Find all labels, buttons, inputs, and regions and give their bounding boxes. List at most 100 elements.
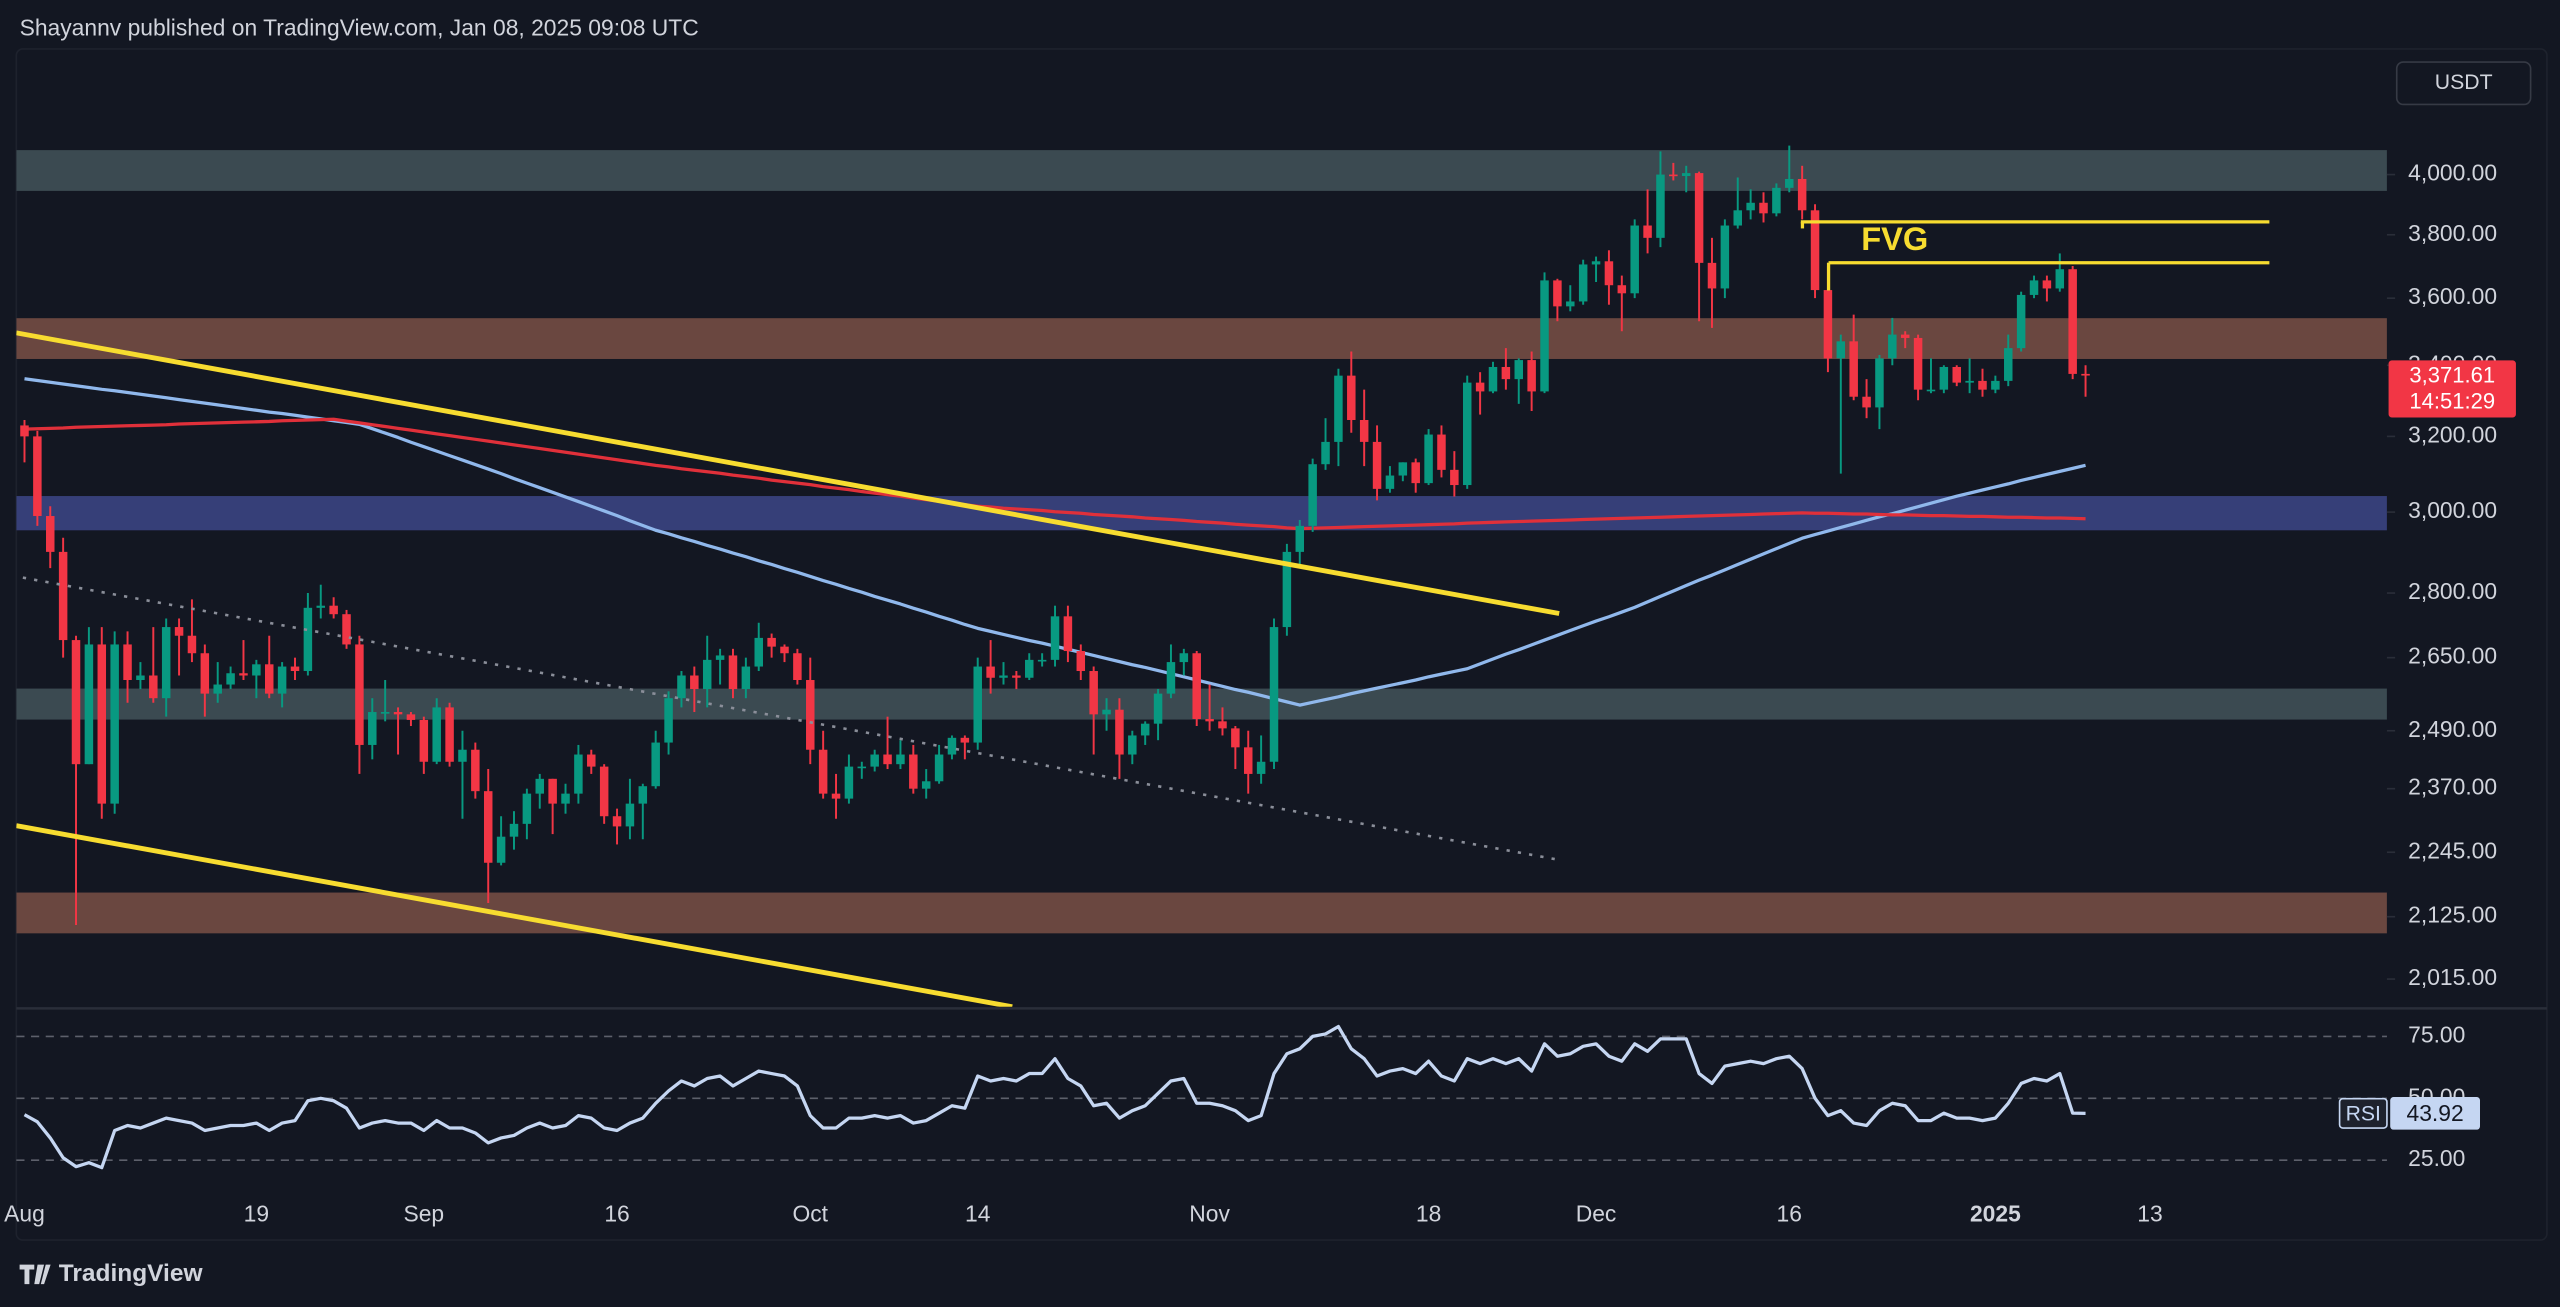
x-tick-label: 2025	[1970, 1201, 2021, 1227]
candle-body	[110, 644, 119, 804]
candle-body	[329, 605, 338, 615]
candle-body	[355, 644, 364, 745]
candle-body	[97, 644, 107, 804]
candle-body	[342, 614, 351, 645]
candle-body	[1810, 210, 1820, 291]
candle-body	[625, 803, 635, 827]
candle-body	[1759, 202, 1768, 214]
candle-body	[1488, 366, 1498, 392]
candle-body	[587, 754, 596, 767]
candle-body	[161, 627, 171, 699]
currency-box	[2395, 61, 2532, 106]
candle-body	[471, 749, 480, 792]
candle-body	[303, 607, 313, 672]
candle-body	[947, 737, 957, 755]
trendline	[16, 823, 1013, 1007]
y-tick-label: 2,015.00	[2408, 964, 2497, 990]
candle-body	[1952, 366, 1961, 383]
candle-body	[883, 754, 892, 765]
x-tick-label: 16	[1777, 1201, 1802, 1227]
candle-body	[432, 707, 441, 762]
candle-body	[483, 791, 493, 863]
x-tick-label: 14	[965, 1201, 991, 1227]
annotation: FVG	[1861, 220, 1928, 257]
candle-body	[548, 778, 557, 804]
candle-body	[1733, 210, 1742, 226]
candle-body	[1076, 651, 1086, 672]
candle-body	[1398, 462, 1408, 476]
candle-body	[1514, 360, 1524, 380]
candle-body	[1630, 225, 1639, 294]
y-tick-label: 2,125.00	[2408, 902, 2497, 928]
rsi-lines	[23, 1024, 2086, 1170]
candle-body	[612, 816, 622, 827]
candle-body	[1153, 693, 1163, 724]
rsi-line	[23, 1024, 2086, 1170]
candle-body	[1244, 747, 1253, 774]
candle-body	[1218, 721, 1227, 729]
x-tick-label: 18	[1416, 1201, 1441, 1227]
candle-body	[1694, 173, 1704, 263]
candle-body	[509, 823, 519, 837]
candle-body	[780, 646, 789, 654]
candle-body	[1050, 616, 1060, 660]
candle-body	[406, 714, 416, 720]
candle-body	[213, 684, 222, 694]
candle-body	[1334, 375, 1343, 442]
candle-body	[1875, 358, 1884, 408]
candle-body	[290, 666, 300, 672]
candle-body	[84, 644, 94, 765]
candle-body	[1553, 280, 1562, 307]
candle-body	[1926, 389, 1936, 392]
candle-body	[806, 680, 815, 750]
candle-body	[1913, 337, 1923, 390]
candle-body	[1115, 709, 1124, 755]
candle-body	[986, 666, 995, 678]
y-tick-label: 4,000.00	[2408, 160, 2497, 186]
indicator-value: 43.92	[2407, 1100, 2464, 1126]
x-tick-label: Nov	[1189, 1201, 1230, 1227]
axes: 2,015.00 2,125.00 2,245.00 2,370.00 2,490.00…	[4, 160, 2516, 1227]
candle-body	[1450, 469, 1459, 486]
y-tick-label: 2,800.00	[2408, 578, 2497, 604]
logo: TradingView	[19, 1260, 203, 1287]
candle-body	[561, 793, 570, 804]
candle-body	[1617, 285, 1627, 294]
candle-body	[638, 786, 648, 804]
candle-body	[123, 644, 132, 681]
candle-body	[136, 675, 145, 681]
candle-body	[2055, 269, 2065, 289]
candle-body	[1256, 761, 1266, 774]
y-tick-label: 2,650.00	[2408, 643, 2497, 669]
candle-body	[1566, 301, 1575, 307]
candle-body	[1128, 735, 1137, 755]
candle-body	[200, 653, 210, 694]
candle-body	[934, 754, 944, 782]
x-tick-label: Aug	[4, 1201, 45, 1227]
candle-body	[1823, 290, 1833, 359]
candle-body	[1669, 174, 1678, 177]
candle-body	[1282, 551, 1292, 628]
candle-body	[393, 712, 403, 715]
y-tick-label: 2,370.00	[2408, 774, 2497, 800]
x-tick-label: Sep	[403, 1201, 444, 1227]
candle-body	[445, 707, 454, 762]
candle-body	[690, 675, 699, 690]
candle-body	[1269, 627, 1279, 762]
candle-body	[1991, 380, 2000, 390]
candle-body	[677, 675, 686, 699]
candle-body	[535, 778, 544, 794]
candle-body	[1089, 671, 1098, 715]
support-zone	[16, 496, 2387, 531]
price-series	[20, 145, 2090, 926]
trendline	[16, 330, 1560, 616]
candle-body	[1359, 419, 1369, 442]
candle-body	[187, 635, 197, 654]
y-tick-label: 3,200.00	[2408, 421, 2497, 447]
resistance-zone	[16, 318, 2387, 359]
candle-body	[1836, 341, 1846, 359]
candle-body	[909, 754, 918, 789]
y-tick-label: 2,490.00	[2408, 716, 2497, 742]
